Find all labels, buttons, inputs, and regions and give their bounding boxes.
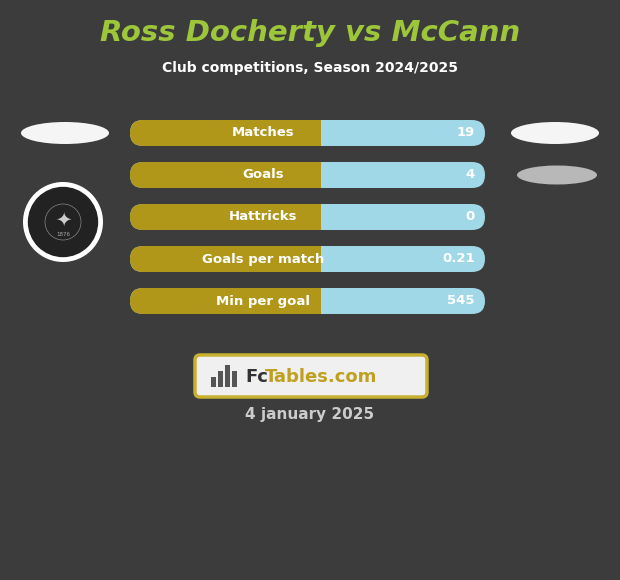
- Text: Goals per match: Goals per match: [202, 252, 324, 266]
- Bar: [308, 204, 321, 230]
- Text: Matches: Matches: [232, 126, 294, 140]
- Text: Club competitions, Season 2024/2025: Club competitions, Season 2024/2025: [162, 61, 458, 75]
- Ellipse shape: [21, 122, 109, 144]
- FancyBboxPatch shape: [130, 204, 485, 230]
- FancyBboxPatch shape: [130, 120, 321, 146]
- Bar: [308, 120, 321, 146]
- Circle shape: [23, 182, 103, 262]
- Ellipse shape: [511, 122, 599, 144]
- Text: Tables.com: Tables.com: [265, 368, 378, 386]
- FancyBboxPatch shape: [130, 204, 321, 230]
- Text: 19: 19: [457, 126, 475, 140]
- Text: Goals: Goals: [242, 169, 284, 182]
- Text: 4: 4: [466, 169, 475, 182]
- FancyBboxPatch shape: [130, 288, 321, 314]
- Text: Ross Docherty vs McCann: Ross Docherty vs McCann: [100, 19, 520, 47]
- FancyBboxPatch shape: [130, 162, 485, 188]
- Text: 545: 545: [448, 295, 475, 307]
- Text: 4 january 2025: 4 january 2025: [246, 408, 374, 422]
- Bar: [225, 365, 230, 387]
- Text: 1876: 1876: [56, 231, 70, 237]
- FancyBboxPatch shape: [130, 246, 321, 272]
- Text: Fc: Fc: [245, 368, 268, 386]
- Text: 0: 0: [466, 211, 475, 223]
- Text: ✦: ✦: [55, 211, 71, 230]
- Circle shape: [28, 187, 98, 257]
- Text: Hattricks: Hattricks: [229, 211, 298, 223]
- Bar: [308, 288, 321, 314]
- Ellipse shape: [517, 165, 597, 184]
- Bar: [232, 371, 237, 387]
- FancyBboxPatch shape: [130, 162, 321, 188]
- Bar: [308, 246, 321, 272]
- FancyBboxPatch shape: [130, 120, 485, 146]
- FancyBboxPatch shape: [130, 246, 485, 272]
- Bar: [308, 162, 321, 188]
- FancyBboxPatch shape: [195, 355, 427, 397]
- Bar: [211, 377, 216, 387]
- Text: Min per goal: Min per goal: [216, 295, 310, 307]
- Bar: [218, 371, 223, 387]
- FancyBboxPatch shape: [130, 288, 485, 314]
- Text: 0.21: 0.21: [443, 252, 475, 266]
